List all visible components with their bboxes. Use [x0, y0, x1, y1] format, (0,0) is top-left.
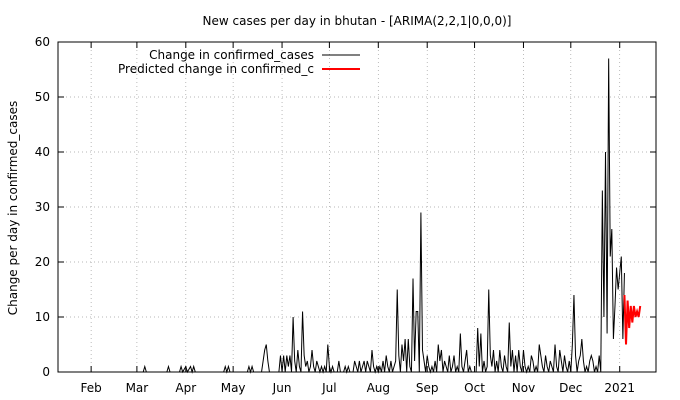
x-tick-label: Nov [512, 381, 535, 395]
legend: Change in confirmed_cases Predicted chan… [118, 48, 360, 76]
x-tick-label: May [221, 381, 246, 395]
y-tick-label: 20 [35, 255, 50, 269]
x-tick-label: Apr [175, 381, 196, 395]
x-tick-label: Jun [272, 381, 292, 395]
chart-title: New cases per day in bhutan - [ARIMA(2,2… [203, 14, 512, 28]
x-tick-label: 2021 [604, 381, 635, 395]
y-tick-label: 10 [35, 310, 50, 324]
x-tick-label: Sep [416, 381, 439, 395]
y-tick-label: 50 [35, 90, 50, 104]
x-tick-label: Mar [126, 381, 149, 395]
series-layer [58, 58, 642, 374]
x-tick-label: Jul [321, 381, 336, 395]
y-axis-label: Change per day in confirmed_cases [6, 101, 20, 316]
x-tick-label: Feb [81, 381, 102, 395]
legend-label-actual: Change in confirmed_cases [149, 48, 314, 62]
x-tick-label: Aug [367, 381, 390, 395]
series-line-actual [58, 58, 625, 374]
x-tick-label: Oct [464, 381, 485, 395]
series-line-predicted [623, 294, 642, 345]
axis-ticks: 0 10 20 30 40 50 60 Feb Mar Apr May Jun Jul Aug Sep Oct… [35, 35, 656, 395]
y-tick-label: 60 [35, 35, 50, 49]
plot-frame [57, 41, 657, 373]
grid [58, 42, 656, 372]
y-tick-label: 30 [35, 200, 50, 214]
y-tick-label: 0 [42, 365, 50, 379]
legend-label-predicted: Predicted change in confirmed_c [118, 62, 314, 76]
y-tick-label: 40 [35, 145, 50, 159]
x-tick-label: Dec [559, 381, 582, 395]
